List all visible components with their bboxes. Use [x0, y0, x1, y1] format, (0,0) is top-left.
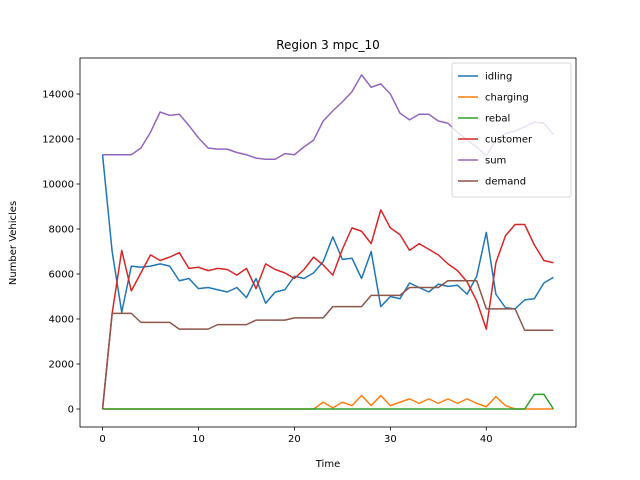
legend-box: [451, 62, 572, 198]
legend-label-rebal: rebal: [485, 114, 510, 125]
series-line-idling: [101, 154, 554, 313]
legend-label-charging: charging: [485, 93, 529, 104]
y-tick-label: 2000: [49, 360, 74, 371]
series-line-rebal: [102, 393, 555, 410]
y-axis-label: Number Vehicles: [8, 201, 19, 285]
x-tick-label: 30: [384, 434, 397, 445]
x-tick-label: 0: [99, 434, 105, 445]
y-tick-label: 4000: [49, 315, 74, 326]
y-tick-label: 0: [68, 405, 74, 416]
legend-label-sum: sum: [485, 156, 506, 167]
series-line-demand: [101, 280, 554, 410]
x-axis-label: Time: [315, 459, 340, 470]
y-tick-label: 14000: [42, 90, 74, 101]
chart-title: Region 3 mpc_10: [276, 38, 380, 52]
legend-label-customer: customer: [485, 135, 533, 146]
legend: idling charging rebal customer sum demand: [451, 62, 572, 198]
y-tick-label: 8000: [49, 225, 74, 236]
y-tick-label: 6000: [49, 270, 74, 281]
legend-label-idling: idling: [485, 72, 512, 83]
plot-area: 0 10 20 30 40 0 2000 4000 6000 8000 10000 12000 1400…: [42, 57, 577, 445]
legend-label-demand: demand: [485, 177, 526, 188]
axes-frame: [79, 57, 577, 428]
x-tick-label: 10: [192, 434, 205, 445]
y-tick-label: 12000: [42, 135, 74, 146]
y-tick-label: 10000: [42, 180, 74, 191]
x-tick-label: 20: [288, 434, 301, 445]
x-tick-label: 40: [480, 434, 493, 445]
series-line-customer: [101, 209, 554, 410]
